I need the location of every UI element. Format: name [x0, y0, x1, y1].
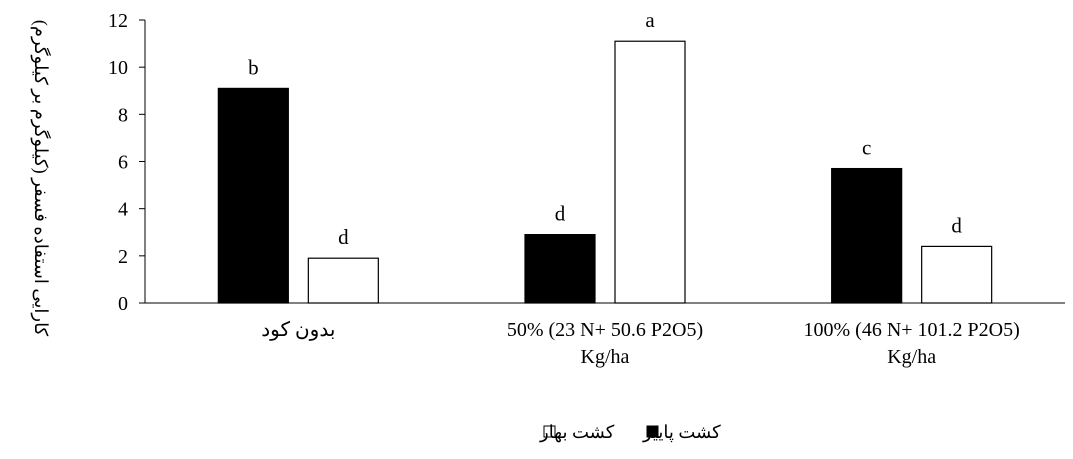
category-label: 100% (46 N+ 101.2 P2O5)	[804, 319, 1020, 341]
bar	[217, 87, 289, 304]
bar-data-label: c	[862, 136, 871, 160]
bar-data-label: b	[248, 55, 259, 79]
bar	[614, 40, 686, 304]
category-label: Kg/ha	[581, 346, 630, 368]
y-tick-label: 6	[118, 152, 128, 174]
bar-data-label: d	[555, 202, 566, 226]
category-label: Kg/ha	[887, 346, 936, 368]
bar-data-label: a	[645, 8, 655, 32]
legend-label: کشت پاییز	[642, 422, 721, 443]
bar	[524, 234, 596, 304]
y-tick-labels: 0 2 4 6 8 10 12	[108, 10, 128, 315]
category-label: بدون کود	[261, 319, 335, 341]
category-labels: بدون کود 50% (23 N+ 50.6 P2O5) Kg/ha 100% (…	[261, 319, 1020, 368]
bar-data-label: d	[951, 213, 962, 237]
bars	[217, 40, 993, 304]
legend-swatch	[543, 425, 556, 438]
y-tick-label: 4	[118, 199, 128, 221]
y-tick-label: 0	[118, 293, 128, 315]
legend: کشت پاییز کشت بهار	[539, 422, 721, 443]
bar	[831, 167, 903, 304]
legend-swatch	[646, 425, 659, 438]
y-axis-label: کارایی استفاده فسفر (کیلوگرم بر کیلوگرم)	[30, 20, 52, 337]
category-label: 50% (23 N+ 50.6 P2O5)	[507, 319, 703, 341]
bar	[307, 257, 379, 304]
legend-label: کشت بهار	[539, 422, 615, 443]
bar-data-label: d	[338, 225, 349, 249]
axes	[139, 19, 1065, 304]
y-tick-label: 10	[108, 57, 128, 79]
y-tick-label: 8	[118, 104, 128, 126]
y-tick-label: 12	[108, 10, 128, 32]
bar-labels: b d d a c d	[248, 8, 962, 249]
bar	[921, 245, 993, 304]
y-tick-label: 2	[118, 246, 128, 268]
